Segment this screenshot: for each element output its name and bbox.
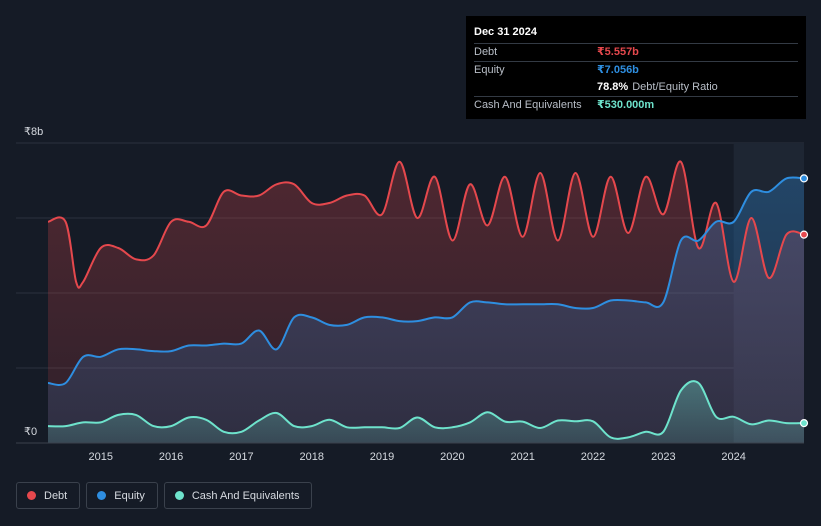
cash-line (47, 380, 805, 440)
tooltip-debt-value: ₹5.557b (597, 46, 639, 58)
legend-debt-dot (27, 491, 36, 500)
equity-area (48, 177, 804, 443)
cash-end-marker (799, 419, 809, 428)
legend-item-debt[interactable]: Debt (16, 482, 81, 509)
x-tick-label: 2020 (440, 451, 465, 463)
x-tick-label: 2018 (299, 451, 324, 463)
y-axis-bottom-label: ₹0 (24, 426, 38, 438)
x-tick-label: 2019 (369, 451, 395, 463)
tooltip-equity-value: ₹7.056b (597, 64, 639, 76)
tooltip-ratio-value: 78.8% (597, 81, 629, 93)
debt-line (47, 160, 805, 289)
legend-cash-label: Cash And Equivalents (191, 489, 300, 502)
cash-area (48, 381, 804, 443)
legend-equity-dot (97, 491, 107, 500)
x-tick-label: 2023 (651, 451, 676, 463)
tooltip-debt-row: Debt ₹5.557b (474, 43, 798, 61)
x-tick-label: 2022 (580, 451, 606, 463)
x-tick-label: 2017 (229, 451, 254, 463)
tooltip-ratio-label: Debt/Equity Ratio (632, 81, 718, 93)
equity-end-marker (799, 174, 809, 183)
chart-svg (16, 142, 809, 444)
x-tick-label: 2016 (158, 451, 184, 463)
legend-item-cash[interactable]: Cash And Equivalents (163, 482, 313, 509)
x-tick-label: 2024 (721, 451, 746, 463)
legend: Debt Equity Cash And Equivalents (16, 482, 313, 509)
tooltip-cash-row: Cash And Equivalents ₹530.000m (474, 96, 798, 114)
tooltip-cash-label: Cash And Equivalents (474, 99, 582, 111)
legend-item-equity[interactable]: Equity (86, 482, 158, 509)
x-tick-label: 2021 (510, 451, 535, 463)
tooltip-equity-row: Equity ₹7.056b (474, 61, 798, 79)
tooltip-ratio-row: 78.8% Debt/Equity Ratio (474, 79, 798, 96)
legend-cash-dot (174, 491, 184, 500)
tooltip-equity-label: Equity (474, 64, 505, 76)
legend-equity-label: Equity (114, 489, 145, 502)
legend-debt-label: Debt (44, 489, 68, 502)
tooltip-debt-label: Debt (474, 46, 498, 58)
y-axis-top-label: ₹8b (24, 126, 44, 138)
x-tick-label: 2015 (88, 451, 113, 463)
tooltip-panel: Dec 31 2024 Debt ₹5.557b Equity ₹7.056b … (466, 16, 806, 119)
debt-end-marker (799, 230, 809, 239)
equity-line (47, 176, 805, 386)
tooltip-date: Dec 31 2024 (474, 26, 537, 38)
tooltip-cash-value: ₹530.000m (597, 99, 655, 111)
